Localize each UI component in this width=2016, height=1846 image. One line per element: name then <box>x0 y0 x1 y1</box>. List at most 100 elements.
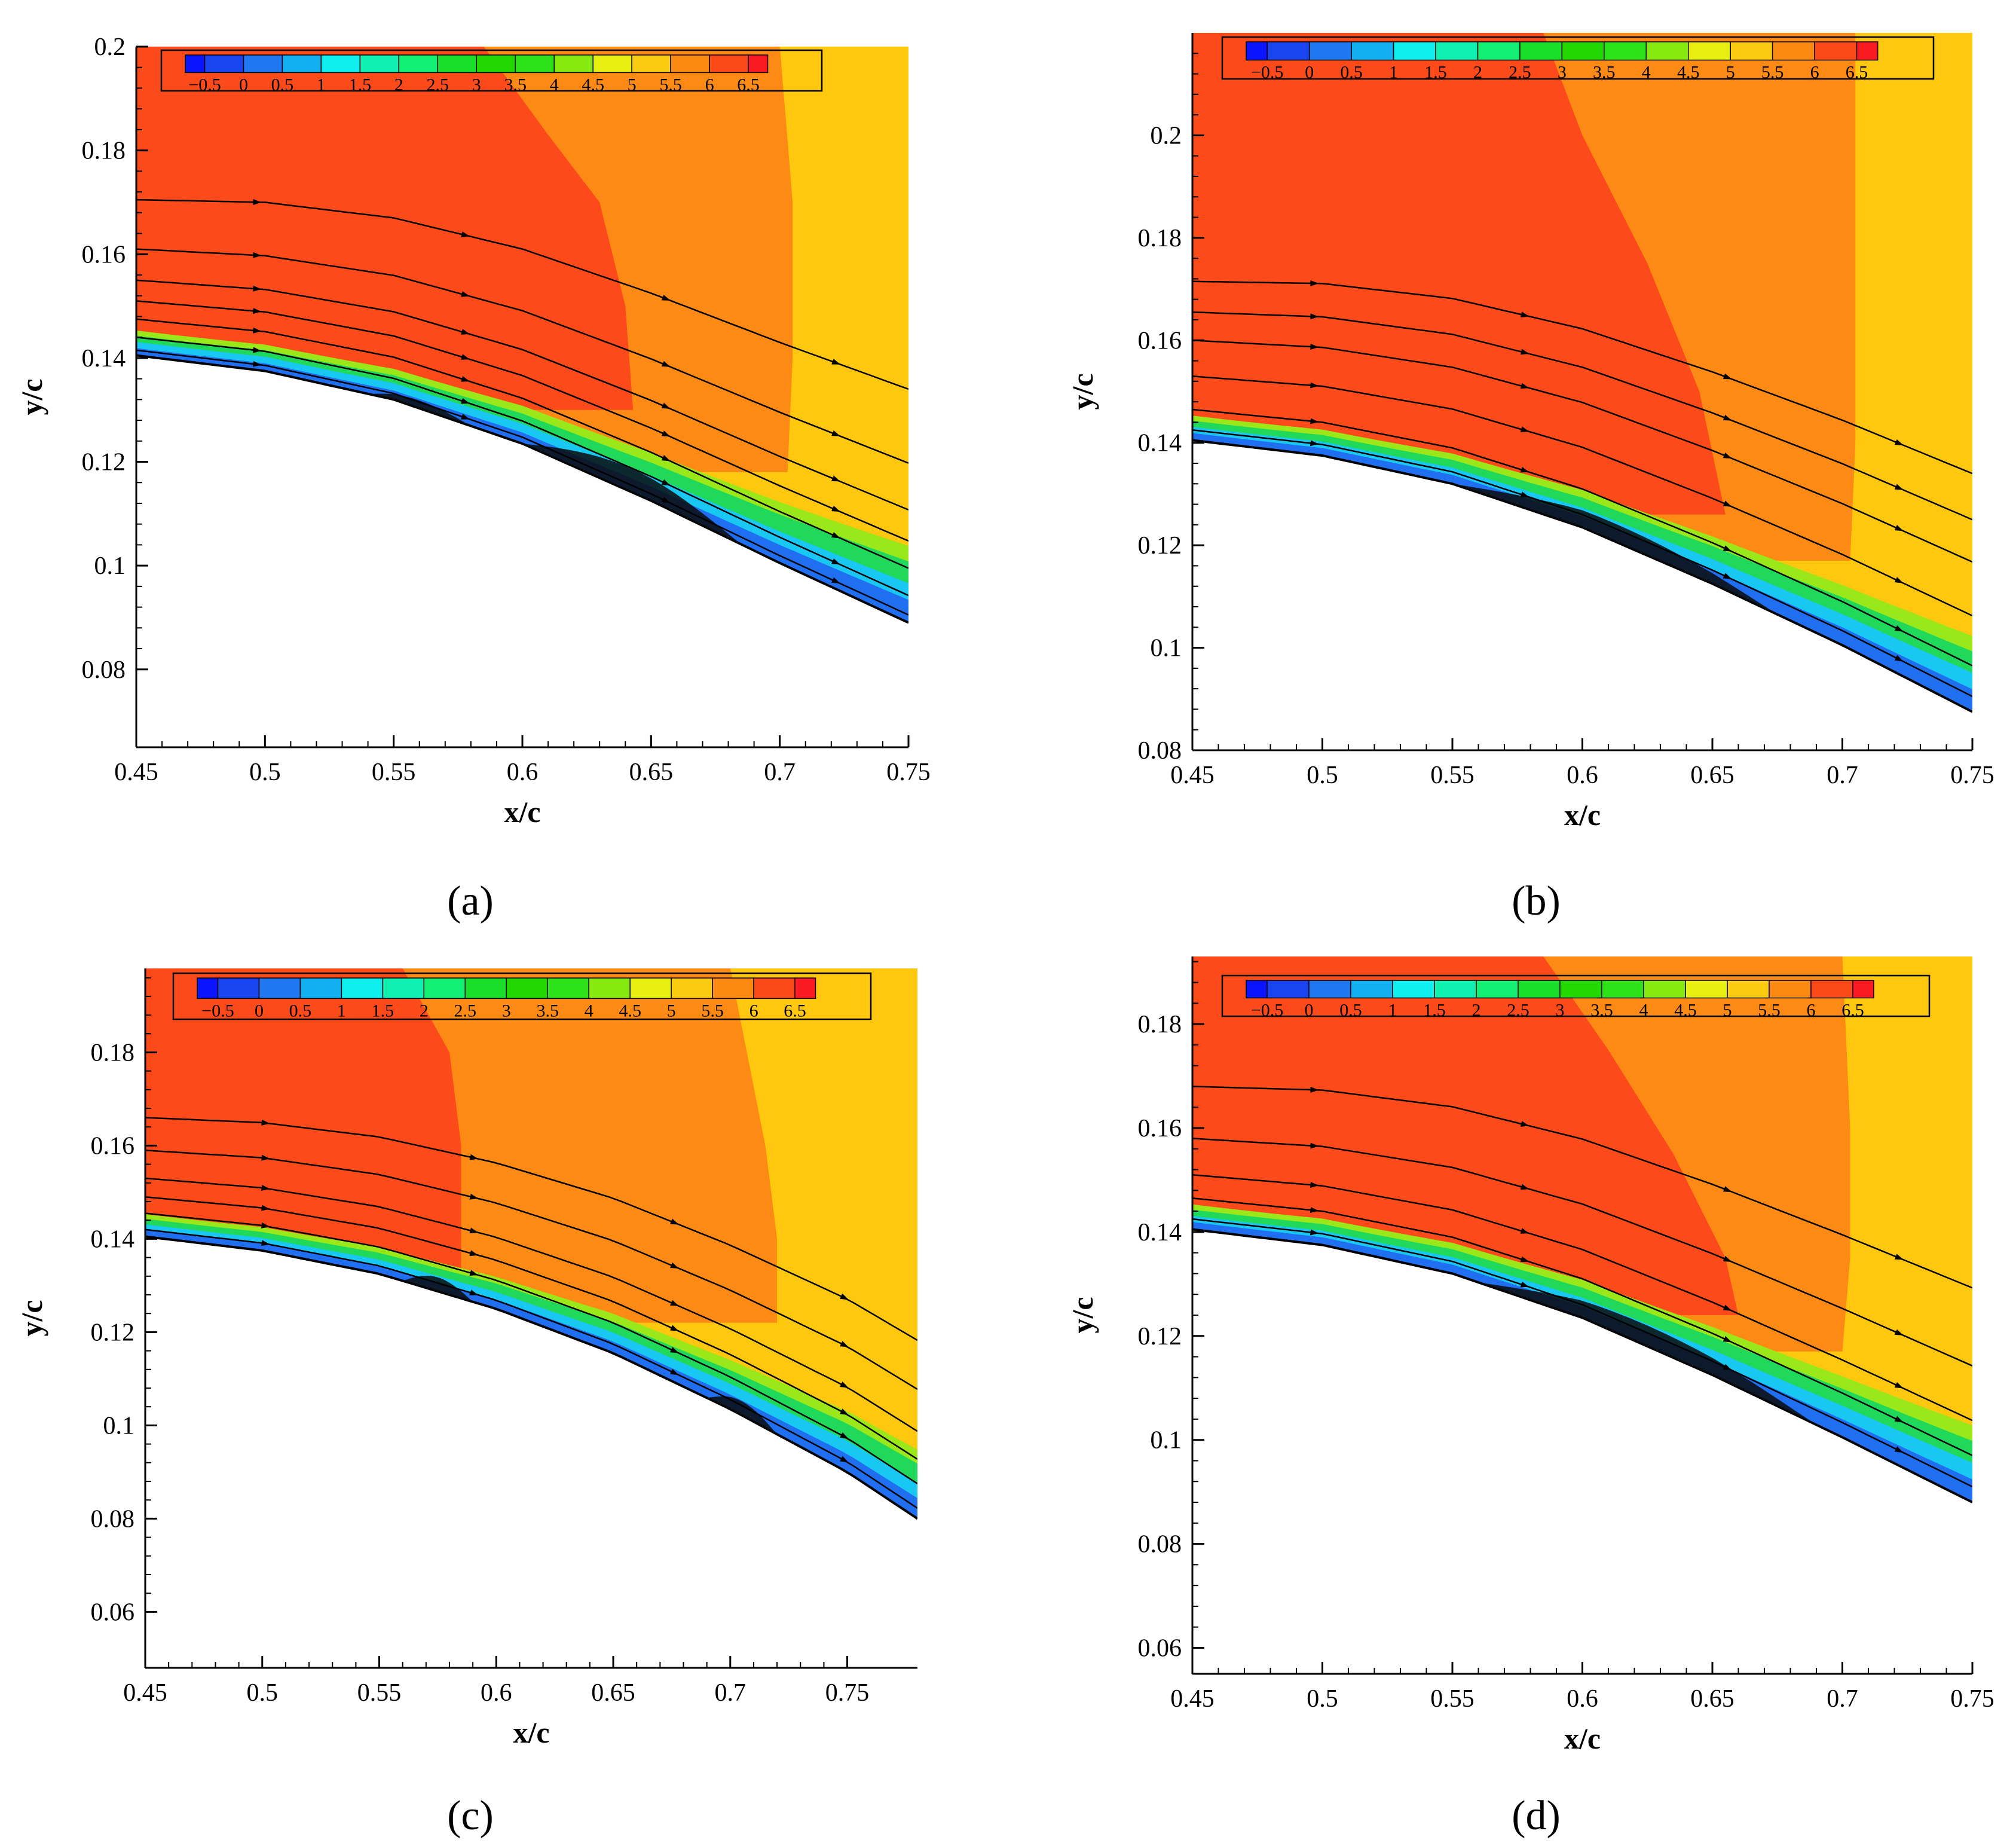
x-tick-label-b-6: 0.75 <box>1950 762 1994 789</box>
x-tick-label-a-5: 0.7 <box>764 759 796 786</box>
colorbar-swatch-b-4 <box>1393 41 1436 61</box>
streamline-arrow-a-2-3 <box>831 532 840 539</box>
streamline-arrow-d-2-1 <box>1519 1228 1529 1234</box>
streamline-arrow-c-2-1 <box>469 1250 479 1256</box>
streamline-arrow-b-3-1 <box>1519 383 1529 389</box>
x-tick-label-c-1: 0.5 <box>247 1679 279 1707</box>
colorbar-label-c-3: 1 <box>337 1001 346 1020</box>
colorbar-legend-a: −0.5 0 0.5 1 1.5 2 2.5 3 3.5 4 4.5 5 5.5 6 6.5 <box>160 49 823 94</box>
streamline-arrow-a-0-0 <box>252 360 262 367</box>
y-axis-label-c: y/c <box>15 1300 48 1336</box>
colorbar-swatch-b-14 <box>1814 41 1858 61</box>
y-tick-label-c-6: 0.18 <box>91 1039 135 1066</box>
y-tick-label-a-4: 0.16 <box>82 241 126 268</box>
streamline-arrow-a-6-1 <box>460 231 470 237</box>
streamline-d-4 <box>1192 1086 1972 1289</box>
streamline-arrow-b-5-3 <box>1894 439 1904 445</box>
separation-bubble-c-1 <box>706 1396 778 1435</box>
y-tick-label-d-3: 0.12 <box>1138 1323 1182 1350</box>
colorbar-label-c-8: 3.5 <box>536 1001 559 1020</box>
colorbar-label-b-5: 2 <box>1473 63 1482 82</box>
colorbar-swatch-a-14 <box>709 54 749 74</box>
colorbar-label-a-9: 4 <box>550 75 559 94</box>
y-tick-label-c-0: 0.06 <box>91 1599 135 1626</box>
colorbar-legend-b: −0.5 0 0.5 1 1.5 2 2.5 3 3.5 4 4.5 5 5.5 6 6.5 <box>1221 36 1935 82</box>
y-tick-label-b-5: 0.18 <box>1138 225 1182 252</box>
streamline-arrow-d-3-3 <box>1893 1329 1904 1335</box>
streamline-arrow-c-5-3 <box>840 1293 849 1300</box>
streamline-arrow-c-1-1 <box>469 1270 479 1276</box>
colorbar-label-d-8: 3.5 <box>1590 1000 1613 1020</box>
colorbar-swatch-b-5 <box>1435 41 1479 61</box>
colorbar-label-b-12: 5.5 <box>1761 63 1784 82</box>
colorbar-label-b-13: 6 <box>1810 63 1819 82</box>
y-tick-label-c-4: 0.14 <box>91 1225 135 1253</box>
colorbar-swatch-d-11 <box>1685 980 1728 999</box>
streamline-a-0 <box>136 349 908 616</box>
streamline-arrow-d-0-0 <box>1309 1229 1319 1236</box>
colorbar-swatch-c-3 <box>299 977 342 1000</box>
streamline-b-3 <box>1192 340 1972 563</box>
colorbar-swatch-d-2 <box>1308 980 1351 999</box>
x-tick-label-c-5: 0.7 <box>715 1679 747 1707</box>
colorbar-label-b-1: 0 <box>1305 63 1314 82</box>
colorbar-label-b-7: 3 <box>1558 63 1567 82</box>
colorbar-label-c-1: 0 <box>255 1001 264 1020</box>
streamline-arrow-d-0-3 <box>1893 1446 1904 1453</box>
airfoil-surface-c <box>145 1235 917 1520</box>
colorbar-swatch-c-0 <box>197 977 219 1000</box>
streamline-arrow-d-4-1 <box>1519 1121 1529 1127</box>
colorbar-swatch-b-0 <box>1246 41 1268 61</box>
streamline-arrow-a-0-1 <box>460 414 470 420</box>
streamline-arrow-d-0-2 <box>1722 1364 1732 1371</box>
streamline-c-2 <box>145 1196 917 1460</box>
streamline-arrow-b-5-1 <box>1519 311 1529 317</box>
streamline-arrow-d-1-2 <box>1722 1335 1732 1343</box>
colorbar-label-d-9: 4 <box>1639 1000 1648 1020</box>
y-tick-label-a-1: 0.1 <box>94 552 126 580</box>
streamline-arrow-c-4-3 <box>840 1341 849 1347</box>
colorbar-label-d-1: 0 <box>1305 1000 1314 1020</box>
x-tick-label-c-0: 0.45 <box>123 1679 167 1707</box>
colorbar-swatch-d-0 <box>1246 980 1268 999</box>
streamline-c-3 <box>145 1177 917 1432</box>
y-tick-label-c-5: 0.16 <box>91 1132 135 1160</box>
streamline-arrow-b-2-1 <box>1519 426 1529 432</box>
colorbar-swatch-b-15 <box>1856 41 1879 61</box>
colorbar-swatch-c-14 <box>753 977 796 1000</box>
streamline-arrow-c-1-2 <box>669 1347 679 1353</box>
region-red-a <box>136 47 634 410</box>
colorbar-legend-d: −0.5 0 0.5 1 1.5 2 2.5 3 3.5 4 4.5 5 5.5 6 6.5 <box>1221 974 1931 1020</box>
colorbar-swatch-d-1 <box>1266 980 1310 999</box>
streamline-b-4 <box>1192 311 1972 521</box>
streamline-d-1 <box>1192 1197 1972 1456</box>
streamline-arrow-b-3-2 <box>1722 452 1732 459</box>
streamline-arrow-a-4-1 <box>460 329 470 335</box>
streamline-d-0 <box>1192 1218 1972 1488</box>
streamline-arrow-b-2-3 <box>1893 577 1904 583</box>
colorbar-label-a-6: 2.5 <box>427 75 449 94</box>
colorbar-swatch-d-6 <box>1476 980 1519 999</box>
streamline-arrow-a-4-2 <box>661 402 671 409</box>
colorbar-swatch-a-7 <box>437 54 478 74</box>
colorbar-swatch-b-8 <box>1561 41 1605 61</box>
streamline-arrow-b-0-3 <box>1893 655 1904 662</box>
y-tick-label-a-3: 0.14 <box>82 345 126 372</box>
colorbar-label-b-2: 0.5 <box>1340 63 1363 82</box>
streamline-arrow-d-2-3 <box>1893 1382 1904 1389</box>
colorbar-swatch-a-1 <box>204 54 244 74</box>
colorbar-swatch-c-2 <box>258 977 301 1000</box>
streamline-arrow-b-0-1 <box>1519 491 1529 497</box>
colorbar-label-c-11: 5 <box>667 1001 676 1020</box>
x-tick-label-c-6: 0.75 <box>825 1679 870 1707</box>
colorbar-frame-b <box>1221 36 1935 80</box>
colorbar-frame-d <box>1221 974 1931 1017</box>
streamline-arrow-b-2-0 <box>1309 382 1319 389</box>
airfoil-body-d <box>1192 1229 1972 1674</box>
y-tick-label-b-0: 0.08 <box>1138 737 1182 765</box>
streamline-a-6 <box>136 198 908 390</box>
colorbar-swatch-a-10 <box>553 54 594 74</box>
streamline-arrow-b-4-1 <box>1519 349 1529 355</box>
y-tick-label-d-6: 0.18 <box>1138 1011 1182 1038</box>
x-tick-label-b-5: 0.7 <box>1827 762 1858 789</box>
